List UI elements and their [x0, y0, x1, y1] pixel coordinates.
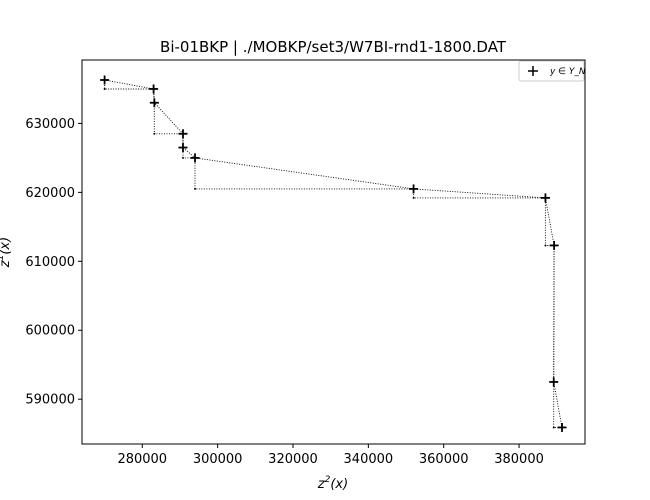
y-axis-label: z1(x) — [0, 237, 13, 268]
legend-box — [518, 60, 585, 82]
x-tick-label: 360000 — [419, 452, 469, 467]
y-tick-label: 590000 — [25, 393, 75, 408]
y-tick-label: 600000 — [25, 324, 75, 339]
chart-title: Bi-01BKP | ./MOBKP/set3/W7BI-rnd1-1800.D… — [160, 38, 507, 56]
x-tick-label: 340000 — [344, 452, 394, 467]
y-tick-label: 620000 — [25, 186, 75, 201]
staircase-corner-dot — [544, 244, 547, 247]
x-tick-label: 280000 — [117, 452, 167, 467]
staircase-corners — [103, 87, 555, 429]
legend-label: y ∈ Y_N — [549, 67, 586, 77]
x-tick-label: 320000 — [268, 452, 318, 467]
data-point — [409, 184, 419, 194]
staircase-corner-dot — [552, 426, 555, 429]
data-point — [540, 193, 550, 203]
staircase-corner-dot — [153, 132, 156, 135]
data-point — [149, 84, 159, 94]
staircase-corner-dot — [412, 196, 415, 199]
pareto-connect-line — [104, 79, 563, 428]
data-point — [178, 129, 188, 139]
legend-marker-plus — [528, 66, 538, 76]
data-point — [549, 240, 559, 250]
x-tick-label: 380000 — [494, 452, 544, 467]
data-point — [149, 98, 159, 108]
data-point — [100, 75, 110, 85]
plot-frame — [81, 59, 586, 445]
y-axis-ticks: 590000 600000 610000 620000 630000 — [25, 117, 82, 408]
data-point — [190, 153, 200, 163]
staircase-corner-dot — [194, 187, 197, 190]
staircase-corner-dot — [103, 87, 106, 90]
pareto-points — [100, 75, 567, 432]
y-tick-label: 610000 — [25, 255, 75, 270]
data-point — [557, 422, 567, 432]
x-axis-label: z2(x) — [317, 475, 348, 492]
staircase-line — [104, 80, 562, 428]
data-point — [178, 143, 188, 153]
data-point — [549, 377, 559, 387]
legend: y ∈ Y_N — [518, 60, 586, 82]
staircase-corner-dot — [181, 156, 184, 159]
x-tick-label: 300000 — [193, 452, 243, 467]
x-axis-ticks: 280000 300000 320000 340000 360000 380000 — [117, 444, 544, 467]
staircase-lines — [104, 79, 563, 428]
y-tick-label: 630000 — [25, 117, 75, 132]
